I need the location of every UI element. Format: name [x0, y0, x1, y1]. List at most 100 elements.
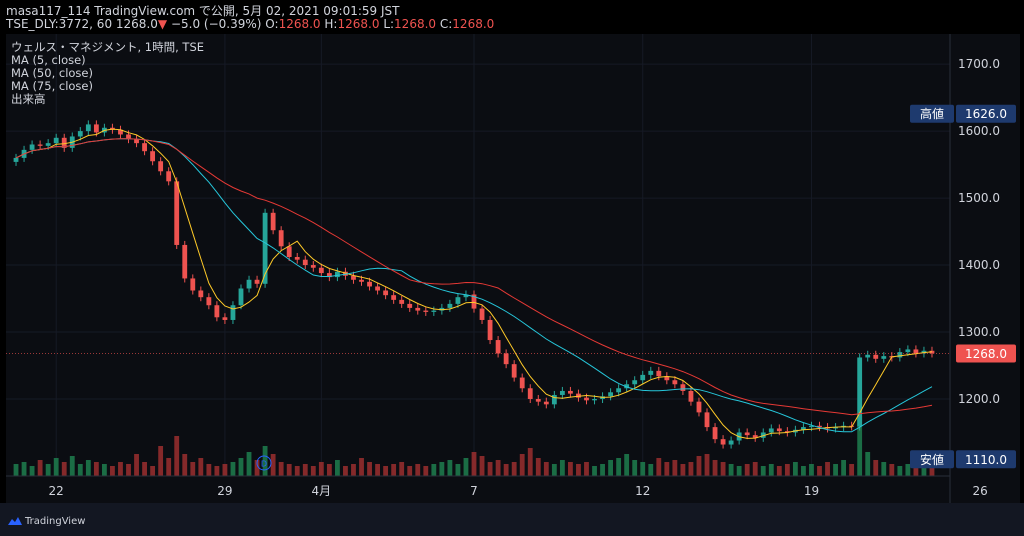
candle-body	[399, 299, 405, 304]
volume-bar	[37, 460, 43, 476]
volume-bar	[519, 454, 525, 476]
volume-bar	[865, 452, 871, 476]
volume-bar	[85, 460, 91, 476]
volume-bar	[142, 462, 147, 476]
volume-bar	[278, 462, 284, 476]
publish-line: masa117_114 TradingView.com で公開, 5月 02, …	[6, 4, 400, 18]
candle-body	[198, 290, 204, 298]
candles	[13, 120, 935, 449]
time-tick-label: 19	[804, 484, 819, 498]
volume-bar	[720, 462, 726, 476]
volume-bar	[286, 464, 292, 476]
volume-bar	[744, 464, 750, 476]
legend-item-ma5[interactable]: MA (5, close)	[11, 53, 86, 67]
candle-body	[833, 427, 838, 429]
candle-body	[77, 131, 83, 137]
candle-body	[551, 394, 557, 405]
volume-bar	[696, 456, 702, 476]
price-labels: 1626.0 高値 1268.0 1110.0 安値	[910, 104, 1016, 469]
legend: ウェルス・マネジメント, 1時間, TSE MA (5, close) MA (…	[11, 41, 204, 106]
ma50-line	[15, 138, 933, 433]
price-tick-label: 1400.0	[958, 258, 1000, 272]
volume-bar	[760, 466, 766, 476]
volume-bar	[752, 462, 758, 476]
candle-body	[182, 244, 188, 279]
candle-body	[375, 286, 380, 291]
candle-body	[656, 370, 662, 377]
legend-item-ma50[interactable]: MA (50, close)	[11, 66, 93, 80]
price-tick-label: 1500.0	[958, 191, 1000, 205]
candle-body	[142, 143, 147, 152]
candle-body	[511, 364, 517, 378]
candle-body	[752, 435, 758, 438]
brand[interactable]: TradingView	[8, 516, 85, 527]
candle-body	[768, 428, 774, 433]
price-label-name-box	[910, 450, 954, 469]
brand-name: TradingView	[25, 516, 86, 527]
ma5-line	[15, 128, 933, 439]
candle-body	[29, 144, 35, 150]
moving-averages	[15, 128, 933, 439]
volume-bar	[29, 466, 35, 476]
candle-body	[230, 305, 236, 320]
dividend-marker[interactable]: D	[256, 455, 272, 471]
candle-body	[222, 317, 228, 320]
volume-bar	[198, 458, 204, 476]
volume-bar	[616, 458, 622, 476]
candle-body	[720, 439, 726, 445]
candle-body	[310, 265, 316, 268]
footer: TradingView	[0, 503, 1024, 536]
header: masa117_114 TradingView.com で公開, 5月 02, …	[0, 0, 1024, 34]
price-chart[interactable]: 1700.0 1600.0 1500.0 1400.0 1300.0 1200.0 162…	[6, 34, 1020, 503]
price-label-name: 高値	[920, 106, 944, 121]
open-value: 1268.0	[278, 17, 321, 31]
volume-bar	[334, 460, 340, 476]
price-tick-label: 1600.0	[958, 124, 1000, 138]
legend-item-ma75[interactable]: MA (75, close)	[11, 79, 93, 93]
volume-bar	[672, 460, 678, 476]
candle-body	[61, 137, 67, 148]
candle-body	[359, 279, 364, 282]
chart-background	[6, 34, 1020, 503]
volume-bar	[61, 462, 67, 476]
volume-bar	[905, 464, 911, 476]
dividend-d-icon: D	[261, 460, 267, 469]
candle-body	[391, 295, 397, 300]
candle-body	[568, 390, 573, 394]
candle-body	[278, 230, 284, 247]
volume-bar	[784, 464, 790, 476]
candle-body	[913, 349, 919, 354]
close-value: 1268.0	[452, 17, 495, 31]
legend-title[interactable]: ウェルス・マネジメント, 1時間, TSE	[11, 40, 205, 54]
candle-body	[37, 144, 43, 146]
chart-area[interactable]: 1700.0 1600.0 1500.0 1400.0 1300.0 1200.0 162…	[6, 34, 1020, 503]
volume-bar	[809, 464, 814, 476]
candle-body	[495, 340, 501, 354]
volume-bar	[246, 452, 252, 476]
volume-bar	[101, 464, 107, 476]
volume-bar	[511, 462, 517, 476]
ohlc-line: TSE_DLY:3772, 60 1268.0▼ −5.0 (−0.39%) O…	[6, 17, 494, 31]
candle-body	[616, 388, 622, 393]
volume-bar	[190, 462, 196, 476]
volume-bar	[118, 462, 123, 476]
dividend-circle-icon[interactable]	[256, 455, 272, 471]
candle-body	[254, 279, 260, 284]
time-axis-ticks[interactable]: 22294月71219265月	[49, 484, 1020, 498]
volume-bar	[664, 462, 670, 476]
volume-bar	[343, 466, 348, 476]
volume-bar	[238, 458, 244, 476]
candle-body	[576, 393, 581, 398]
volume-bar	[817, 466, 822, 476]
legend-item-volume[interactable]: 出来高	[11, 92, 46, 106]
volume-bar	[21, 462, 27, 476]
candle-body	[190, 278, 196, 291]
volume-bar	[206, 464, 212, 476]
candle-body	[624, 384, 630, 389]
volume-bar	[648, 464, 654, 476]
volume-bar	[801, 466, 806, 476]
volume-bar	[182, 454, 188, 476]
price-tick-label: 1700.0	[958, 57, 1000, 71]
price-label-box	[956, 104, 1016, 123]
